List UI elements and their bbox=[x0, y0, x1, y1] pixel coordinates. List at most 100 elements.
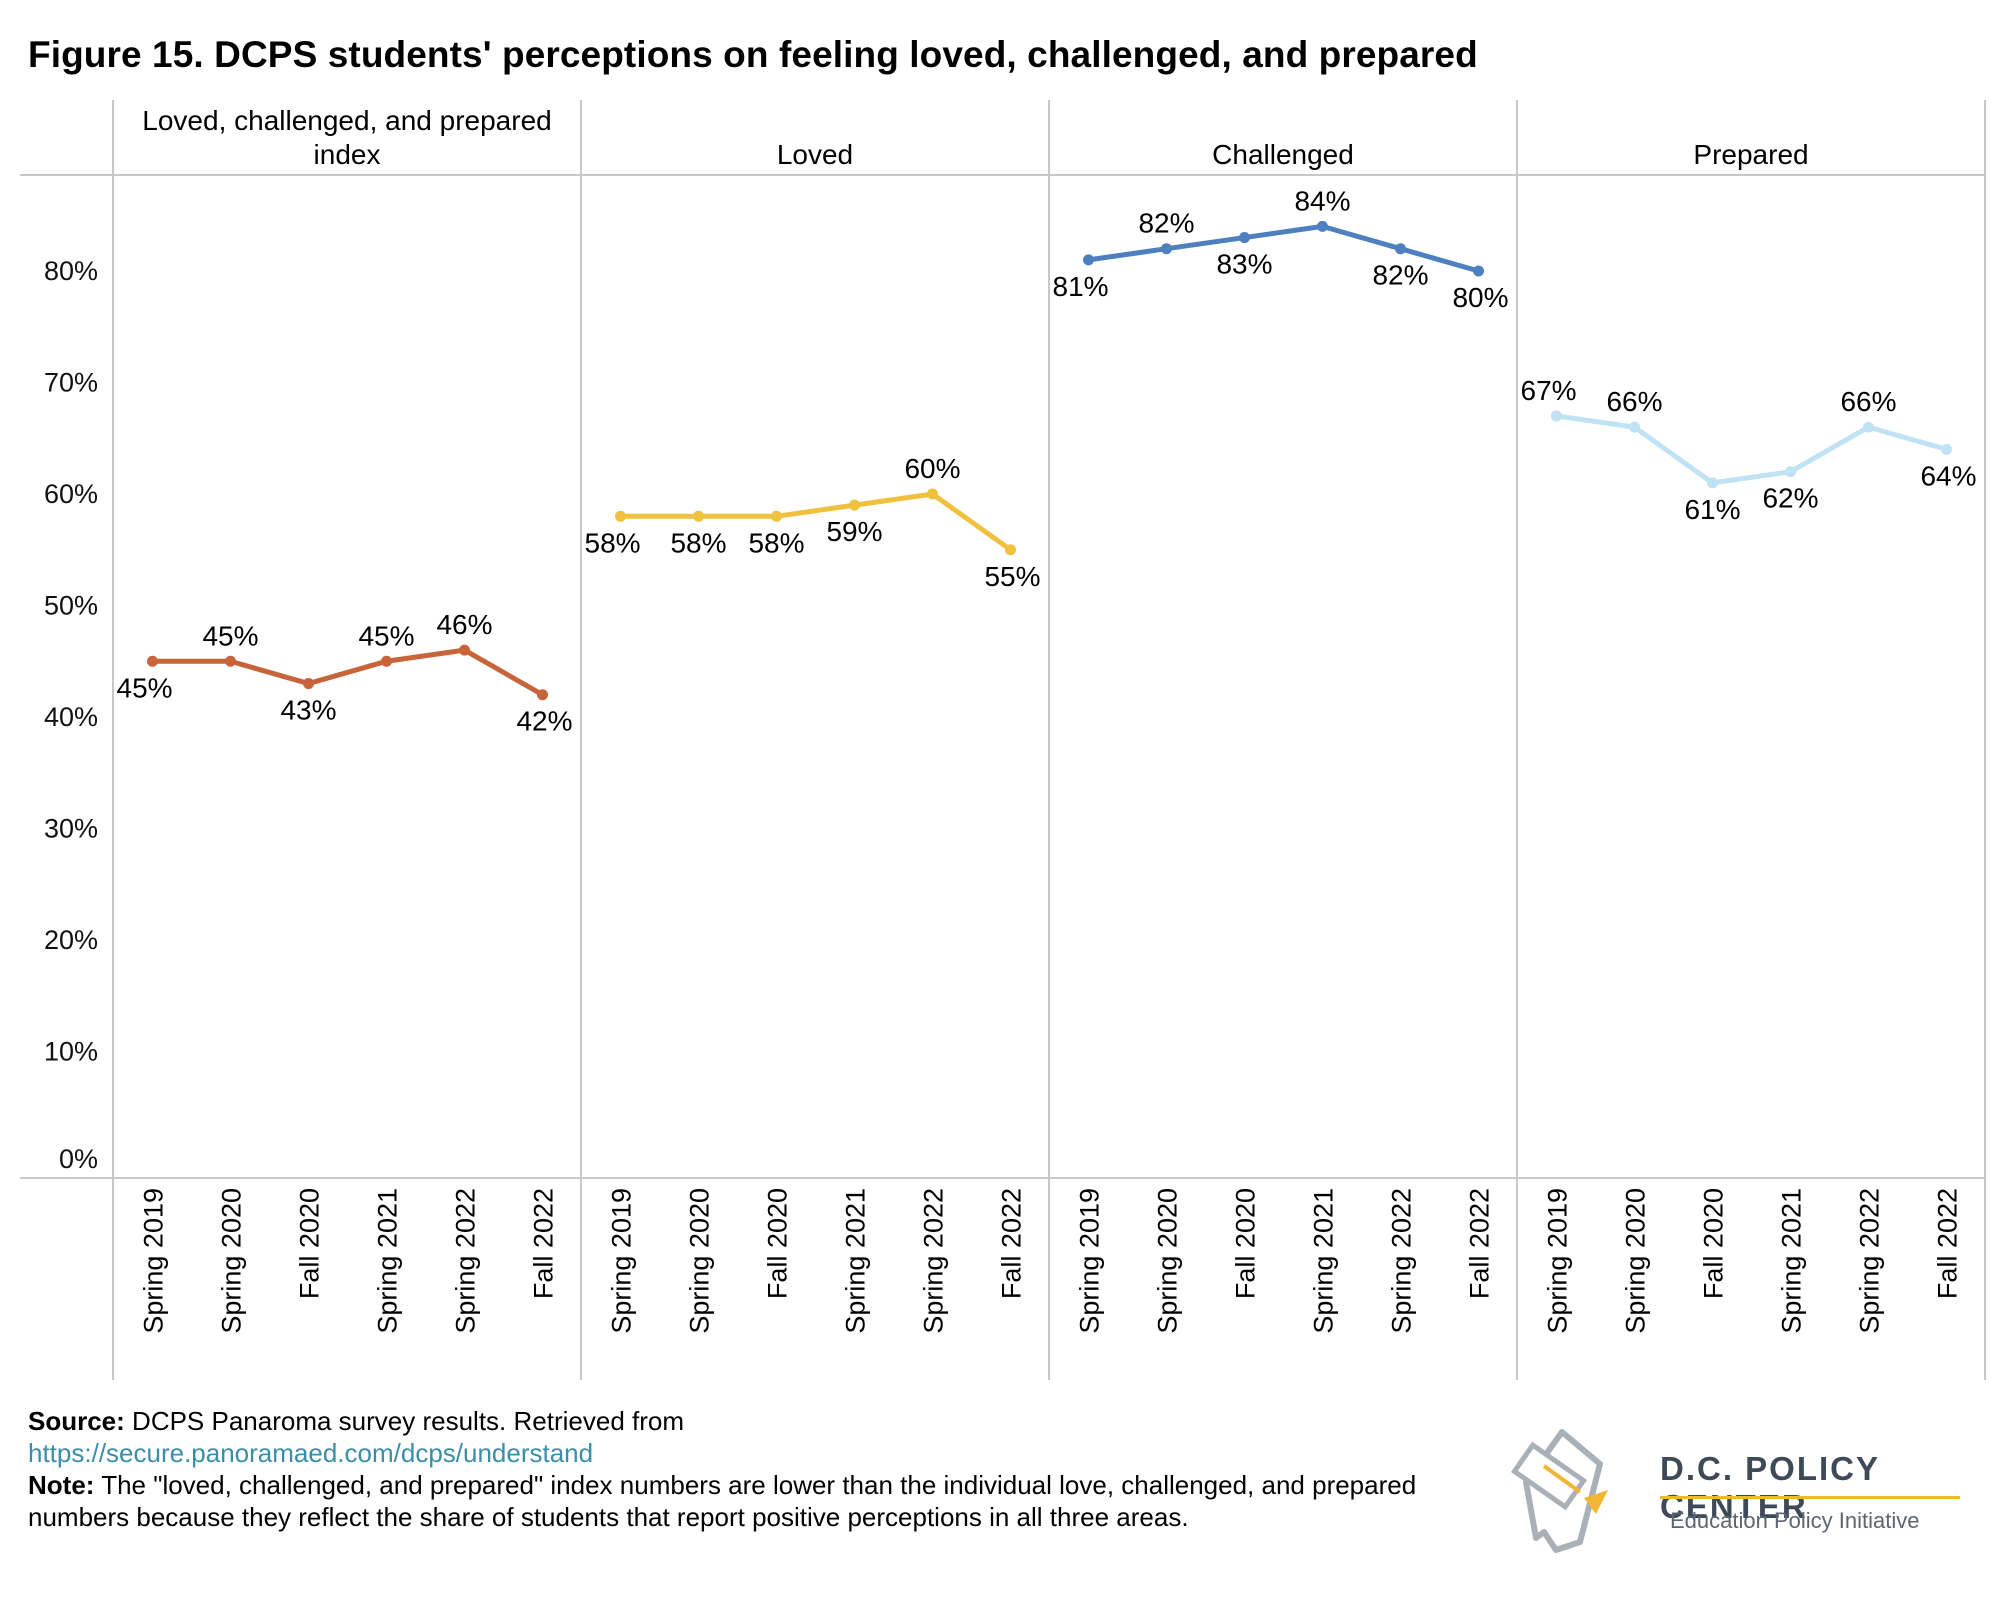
data-point bbox=[381, 655, 392, 667]
data-label: 45% bbox=[117, 672, 173, 703]
data-point bbox=[303, 678, 314, 690]
data-label: 42% bbox=[516, 706, 572, 737]
series-line bbox=[1086, 223, 1481, 274]
notes: Source: DCPS Panaroma survey results. Re… bbox=[28, 1405, 1468, 1533]
data-label: 82% bbox=[1372, 260, 1428, 291]
x-tick-label: Fall 2022 bbox=[1933, 1188, 1963, 1299]
data-label: 61% bbox=[1684, 494, 1740, 525]
data-label: 62% bbox=[1762, 483, 1818, 514]
series-line bbox=[618, 491, 1013, 553]
data-label: 45% bbox=[202, 620, 258, 651]
data-point bbox=[147, 655, 158, 667]
x-tick-label: Spring 2022 bbox=[919, 1188, 949, 1334]
dc-policy-center-logo: D.C. POLICY CENTER Education Policy Init… bbox=[1500, 1420, 1970, 1560]
data-point bbox=[1629, 421, 1640, 433]
data-label: 46% bbox=[436, 609, 492, 640]
series-line bbox=[1554, 413, 1949, 486]
series-line bbox=[150, 647, 545, 698]
data-point bbox=[1473, 265, 1484, 277]
data-label: 84% bbox=[1294, 185, 1350, 216]
panel-title: index bbox=[314, 139, 381, 170]
data-label: 55% bbox=[984, 561, 1040, 592]
data-point bbox=[1005, 544, 1016, 556]
data-label: 45% bbox=[358, 620, 414, 651]
data-point bbox=[1707, 477, 1718, 489]
y-tick-label: 20% bbox=[44, 925, 98, 955]
data-label: 60% bbox=[904, 453, 960, 484]
data-point bbox=[1551, 410, 1562, 422]
data-label: 66% bbox=[1606, 386, 1662, 417]
source-label: Source: bbox=[28, 1406, 125, 1436]
data-label: 64% bbox=[1920, 460, 1976, 491]
x-tick-label: Spring 2020 bbox=[685, 1188, 715, 1334]
data-label: 67% bbox=[1521, 375, 1577, 406]
data-point bbox=[771, 510, 782, 522]
data-point bbox=[1785, 466, 1796, 478]
x-tick-label: Spring 2019 bbox=[1075, 1188, 1105, 1334]
x-tick-label: Fall 2020 bbox=[295, 1188, 325, 1299]
data-point bbox=[849, 499, 860, 511]
x-tick-label: Fall 2020 bbox=[1231, 1188, 1261, 1299]
x-tick-label: Fall 2022 bbox=[997, 1188, 1027, 1299]
x-tick-label: Spring 2022 bbox=[1855, 1188, 1885, 1334]
data-label: 80% bbox=[1452, 282, 1508, 313]
data-point bbox=[225, 655, 236, 667]
data-point bbox=[927, 488, 938, 500]
dc-map-pen-icon bbox=[1510, 1429, 1608, 1553]
data-point bbox=[1161, 243, 1172, 255]
y-tick-label: 40% bbox=[44, 702, 98, 732]
source-line: Source: DCPS Panaroma survey results. Re… bbox=[28, 1405, 1468, 1437]
x-tick-label: Spring 2022 bbox=[1387, 1188, 1417, 1334]
x-tick-label: Spring 2020 bbox=[1153, 1188, 1183, 1334]
data-point bbox=[1317, 220, 1328, 232]
note-label: Note: bbox=[28, 1470, 95, 1500]
x-tick-label: Spring 2021 bbox=[1777, 1188, 1807, 1334]
note-text: The "loved, challenged, and prepared" in… bbox=[28, 1470, 1417, 1532]
panel-title: Loved, challenged, and prepared bbox=[142, 105, 551, 136]
y-tick-label: 50% bbox=[44, 591, 98, 621]
data-point bbox=[459, 644, 470, 656]
note-line: Note: The "loved, challenged, and prepar… bbox=[28, 1469, 1468, 1533]
data-point bbox=[1239, 232, 1250, 244]
data-label: 81% bbox=[1053, 271, 1109, 302]
source-text: DCPS Panaroma survey results. Retrieved … bbox=[124, 1406, 685, 1436]
y-tick-label: 30% bbox=[44, 814, 98, 844]
y-tick-label: 10% bbox=[44, 1037, 98, 1067]
panel-title: Challenged bbox=[1212, 139, 1354, 170]
x-tick-label: Spring 2022 bbox=[451, 1188, 481, 1334]
chart-title: Figure 15. DCPS students' perceptions on… bbox=[28, 34, 1478, 75]
x-tick-label: Spring 2020 bbox=[1621, 1188, 1651, 1334]
x-tick-label: Spring 2021 bbox=[373, 1188, 403, 1334]
data-label: 58% bbox=[585, 527, 641, 558]
data-label: 43% bbox=[280, 695, 336, 726]
chart-area: 0% 10% 20% 30% 40% 50% 60% 70% 80% Loved, challen… bbox=[20, 100, 1986, 1380]
y-tick-label: 80% bbox=[44, 256, 98, 286]
source-link[interactable]: https://secure.panoramaed.com/dcps/under… bbox=[28, 1438, 594, 1468]
data-label: 83% bbox=[1216, 249, 1272, 280]
panel-title: Loved bbox=[777, 139, 853, 170]
data-point bbox=[615, 510, 626, 522]
x-tick-label: Spring 2019 bbox=[1543, 1188, 1573, 1334]
y-tick-label: 60% bbox=[44, 479, 98, 509]
x-tick-label: Spring 2019 bbox=[139, 1188, 169, 1334]
x-tick-label: Fall 2020 bbox=[763, 1188, 793, 1299]
logo-subtitle: Education Policy Initiative bbox=[1670, 1508, 1920, 1533]
x-tick-label: Fall 2020 bbox=[1699, 1188, 1729, 1299]
data-point bbox=[693, 510, 704, 522]
x-tick-label: Fall 2022 bbox=[1465, 1188, 1495, 1299]
data-label: 58% bbox=[748, 527, 804, 558]
logo-divider bbox=[1660, 1496, 1960, 1499]
data-label: 66% bbox=[1840, 386, 1896, 417]
data-point bbox=[537, 689, 548, 701]
logo-name: D.C. POLICY CENTER bbox=[1660, 1450, 1880, 1525]
y-tick-label: 70% bbox=[44, 368, 98, 398]
y-tick-label: 0% bbox=[59, 1144, 98, 1174]
data-label: 58% bbox=[670, 527, 726, 558]
x-tick-label: Spring 2019 bbox=[607, 1188, 637, 1334]
panel-title: Prepared bbox=[1693, 139, 1808, 170]
x-tick-label: Spring 2021 bbox=[1309, 1188, 1339, 1334]
data-label: 59% bbox=[826, 516, 882, 547]
data-label: 82% bbox=[1138, 208, 1194, 239]
data-point bbox=[1395, 243, 1406, 255]
data-point bbox=[1941, 443, 1952, 455]
